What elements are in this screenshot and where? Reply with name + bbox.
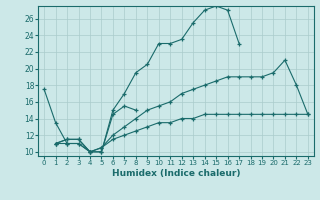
X-axis label: Humidex (Indice chaleur): Humidex (Indice chaleur)	[112, 169, 240, 178]
